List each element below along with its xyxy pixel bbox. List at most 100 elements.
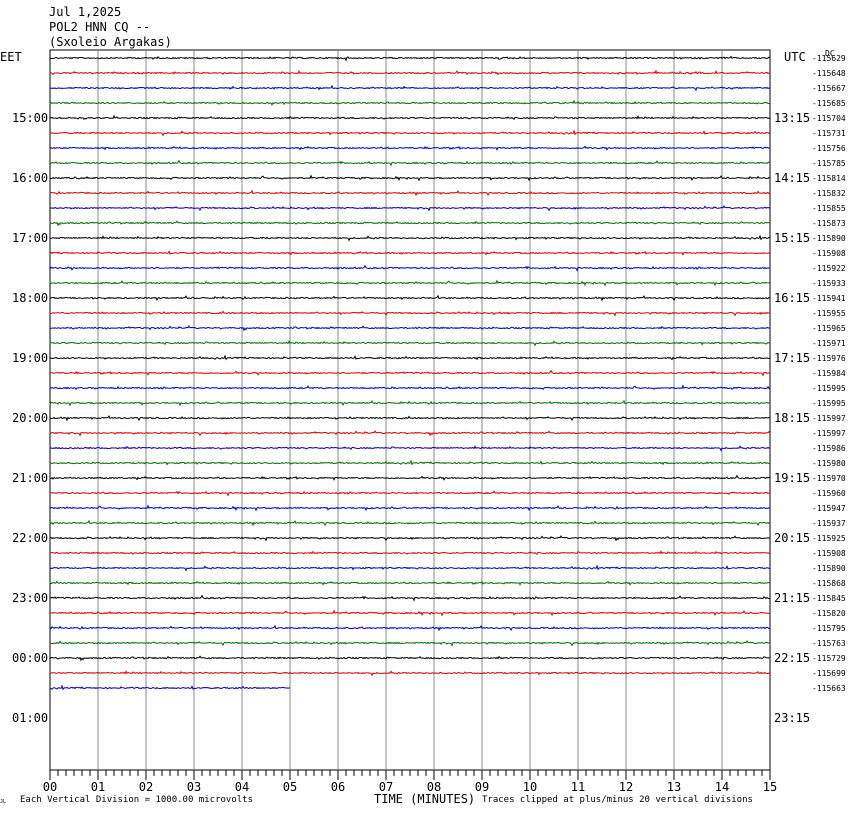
- seismic-trace: [49, 264, 771, 272]
- plot-grid: [49, 49, 771, 771]
- trace-offset-label: -115947: [812, 504, 846, 513]
- seismic-trace: [49, 535, 771, 542]
- header-date: Jul 1,2025: [49, 5, 121, 19]
- corner-mark: JL: [0, 799, 6, 805]
- right-hour-label: 13:15: [774, 111, 810, 125]
- seismic-trace: [49, 234, 771, 242]
- left-hour-label: 21:00: [12, 471, 48, 485]
- left-hour-label: 16:00: [12, 171, 48, 185]
- right-hour-label: 21:15: [774, 591, 810, 605]
- x-tick-label: 10: [523, 780, 537, 794]
- trace-offset-label: -115685: [812, 99, 846, 108]
- left-hour-label: 19:00: [12, 351, 48, 365]
- trace-offset-label: -115937: [812, 519, 846, 528]
- right-hour-label: 20:15: [774, 531, 810, 545]
- right-hour-label: 16:15: [774, 291, 810, 305]
- right-hour-label: 23:15: [774, 711, 810, 725]
- seismic-trace: [49, 445, 771, 452]
- seismic-trace: [49, 369, 771, 377]
- seismic-trace: [49, 69, 771, 76]
- trace-offset-label: -115873: [812, 219, 846, 228]
- x-tick-label: 07: [379, 780, 393, 794]
- seismic-trace: [49, 325, 771, 332]
- seismic-trace: [49, 399, 771, 407]
- x-tick-label: 06: [331, 780, 345, 794]
- trace-offset-label: -115925: [812, 534, 846, 543]
- footer-left-note: Each Vertical Division = 1000.00 microvo…: [20, 795, 253, 805]
- seismic-trace: [49, 564, 771, 572]
- trace-offset-label: -115970: [812, 474, 846, 483]
- trace-offset-label: -115763: [812, 639, 846, 648]
- trace-offset-label: -115832: [812, 189, 846, 198]
- trace-offset-label: -115820: [812, 609, 846, 618]
- trace-offset-label: -115984: [812, 369, 846, 378]
- right-hour-label: 15:15: [774, 231, 810, 245]
- seismic-trace: [49, 294, 771, 302]
- seismic-trace: [49, 310, 770, 317]
- trace-offset-label: -115663: [812, 684, 846, 693]
- seismic-trace: [49, 550, 771, 555]
- left-hour-label: 20:00: [12, 411, 48, 425]
- seismic-trace: [49, 279, 771, 287]
- trace-offset-label: -115704: [812, 114, 846, 123]
- trace-offset-label: -115890: [812, 564, 846, 573]
- left-hour-label: 22:00: [12, 531, 48, 545]
- dc-label: DC: [825, 49, 835, 58]
- trace-offset-label: -115941: [812, 294, 846, 303]
- trace-offset-label: -115667: [812, 84, 846, 93]
- x-tick-label: 01: [91, 780, 105, 794]
- seismic-trace: [49, 145, 771, 151]
- left-hour-label: 18:00: [12, 291, 48, 305]
- trace-offset-label: -115908: [812, 549, 846, 558]
- seismic-trace: [49, 55, 771, 62]
- seismic-trace: [49, 129, 771, 137]
- trace-offset-label: -115997: [812, 414, 846, 423]
- x-axis-title: TIME (MINUTES): [374, 792, 475, 806]
- seismic-trace: [49, 474, 771, 481]
- seismic-trace: [49, 250, 771, 256]
- trace-offset-label: -115960: [812, 489, 846, 498]
- right-timezone-label: UTC: [784, 50, 806, 64]
- trace-offset-label: -115955: [812, 309, 846, 318]
- left-hour-label: 01:00: [12, 711, 48, 725]
- seismic-trace: [49, 670, 771, 677]
- seismic-trace: [49, 609, 771, 617]
- seismic-trace: [49, 655, 771, 662]
- right-hour-label: 17:15: [774, 351, 810, 365]
- seismic-trace: [49, 519, 771, 527]
- seismic-trace: [49, 189, 771, 197]
- trace-offset-label: -115855: [812, 204, 846, 213]
- trace-offset-label: -115976: [812, 354, 846, 363]
- trace-offset-label: -115648: [812, 69, 846, 78]
- right-hour-label: 18:15: [774, 411, 810, 425]
- seismic-trace: [49, 354, 771, 361]
- seismic-trace: [49, 624, 771, 632]
- x-tick-label: 12: [619, 780, 633, 794]
- x-tick-label: 13: [667, 780, 681, 794]
- seismic-trace: [49, 430, 771, 437]
- seismic-trace: [49, 684, 291, 691]
- trace-offset-label: -115629: [812, 54, 846, 63]
- trace-offset-label: -115986: [812, 444, 846, 453]
- left-hour-label: 23:00: [12, 591, 48, 605]
- trace-offset-labels: -115629 -115648 -115667 -115685 -115704 -1157…: [812, 54, 846, 693]
- trace-offset-label: -115795: [812, 624, 846, 633]
- left-hour-label: 00:00: [12, 651, 48, 665]
- seismic-trace: [49, 415, 771, 422]
- trace-offset-label: -115729: [812, 654, 846, 663]
- left-timezone-label: EET: [0, 50, 22, 64]
- seismic-trace: [49, 459, 771, 466]
- header-site: (Sxoleio Argakas): [49, 35, 172, 49]
- trace-offset-label: -115997: [812, 429, 846, 438]
- seismic-trace: [49, 490, 771, 497]
- plot-frame: [49, 49, 771, 771]
- x-axis: 00 01 02 03 04 05 06 07 08 09 10 11 12 13 14 15: [43, 770, 777, 794]
- trace-group: [49, 55, 771, 691]
- x-tick-label: 03: [187, 780, 201, 794]
- trace-offset-label: -115785: [812, 159, 846, 168]
- seismic-trace: [49, 384, 771, 390]
- left-hour-label: 15:00: [12, 111, 48, 125]
- trace-offset-label: -115814: [812, 174, 846, 183]
- x-tick-label: 15: [763, 780, 777, 794]
